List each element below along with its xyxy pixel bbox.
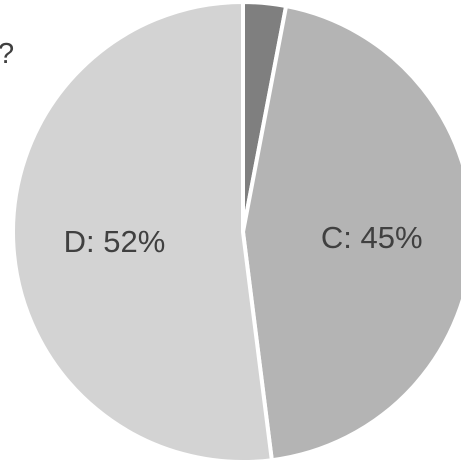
pie-labels: C: 45% D: 52% <box>64 220 423 259</box>
pie-label-c: C: 45% <box>321 220 423 255</box>
pie-slices <box>11 0 461 461</box>
clipped-title-fragment: ? <box>0 40 14 69</box>
pie-label-d: D: 52% <box>64 224 166 259</box>
pie-slice-d <box>11 0 274 461</box>
pie-slice-c <box>241 4 461 461</box>
